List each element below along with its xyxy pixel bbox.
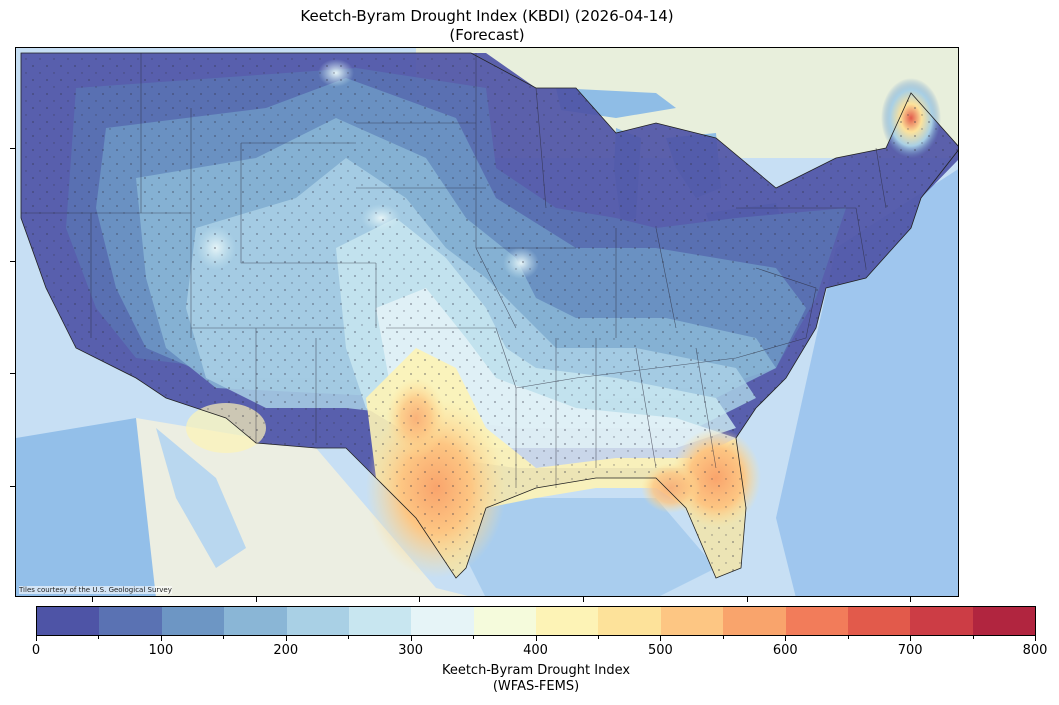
colorbar-tick-label: 700 [897, 643, 923, 658]
map-title: Keetch-Byram Drought Index (KBDI) (2026-… [15, 7, 959, 45]
colorbar-tick [847, 636, 849, 639]
colorbar-tick [660, 636, 662, 641]
colorbar-tick-label: 800 [1022, 643, 1048, 658]
colorbar-segment [723, 607, 786, 635]
x-tick [583, 597, 584, 602]
colorbar-tick-label: 0 [31, 643, 41, 658]
y-tick [10, 148, 15, 149]
colorbar-tick [785, 636, 787, 641]
colorbar [36, 606, 1036, 636]
colorbar-tick-label: 100 [148, 643, 174, 658]
colorbar-segment [910, 607, 973, 635]
colorbar-segment [847, 607, 911, 635]
colorbar-segment [536, 607, 599, 635]
colorbar-tick [473, 636, 475, 639]
colorbar-segment [161, 607, 225, 635]
colorbar-tick [722, 636, 724, 639]
colorbar-segment [785, 607, 848, 635]
colorbar-tick-label: 400 [523, 643, 548, 658]
map-panel[interactable]: Tiles courtesy of the U.S. Geological Su… [15, 47, 959, 597]
colorbar-title-line2: (WFAS-FEMS) [492, 679, 580, 694]
colorbar-tick [597, 636, 599, 639]
colorbar-segment [972, 607, 1035, 635]
colorbar-tick [223, 636, 225, 639]
colorbar-segment [348, 607, 412, 635]
kbdi-map [16, 48, 958, 596]
colorbar-tick [535, 636, 537, 641]
x-tick [256, 597, 257, 602]
colorbar-segment [224, 607, 287, 635]
tile-credit: Tiles courtesy of the U.S. Geological Su… [19, 586, 172, 594]
colorbar-segment [286, 607, 349, 635]
y-tick [10, 373, 15, 374]
y-tick [10, 486, 15, 487]
colorbar-tick-label: 200 [273, 643, 299, 658]
colorbar-tick [36, 636, 37, 641]
colorbar-segment [660, 607, 724, 635]
colorbar-segment [411, 607, 474, 635]
colorbar-title: Keetch-Byram Drought Index (WFAS-FEMS) [36, 663, 1036, 695]
colorbar-segment [99, 607, 162, 635]
x-tick [419, 597, 420, 602]
colorbar-tick-label: 500 [647, 643, 673, 658]
colorbar-tick-label: 600 [772, 643, 798, 658]
map-title-line2: (Forecast) [449, 26, 525, 44]
colorbar-segment [598, 607, 661, 635]
colorbar-tick-label: 300 [398, 643, 424, 658]
x-tick [92, 597, 93, 602]
colorbar-tick [348, 636, 350, 639]
map-title-line1: Keetch-Byram Drought Index (KBDI) (2026-… [300, 7, 674, 25]
x-tick [747, 597, 748, 602]
y-tick [10, 261, 15, 262]
colorbar-tick [285, 636, 287, 641]
x-tick [910, 597, 911, 602]
colorbar-title-line1: Keetch-Byram Drought Index [441, 663, 631, 678]
colorbar-tick [160, 636, 162, 641]
colorbar-tick [410, 636, 412, 641]
colorbar-tick [1035, 636, 1036, 641]
colorbar-segment [473, 607, 536, 635]
colorbar-tick [98, 636, 100, 639]
colorbar-tick [910, 636, 912, 641]
colorbar-tick [972, 636, 974, 639]
colorbar-segment [37, 607, 100, 635]
